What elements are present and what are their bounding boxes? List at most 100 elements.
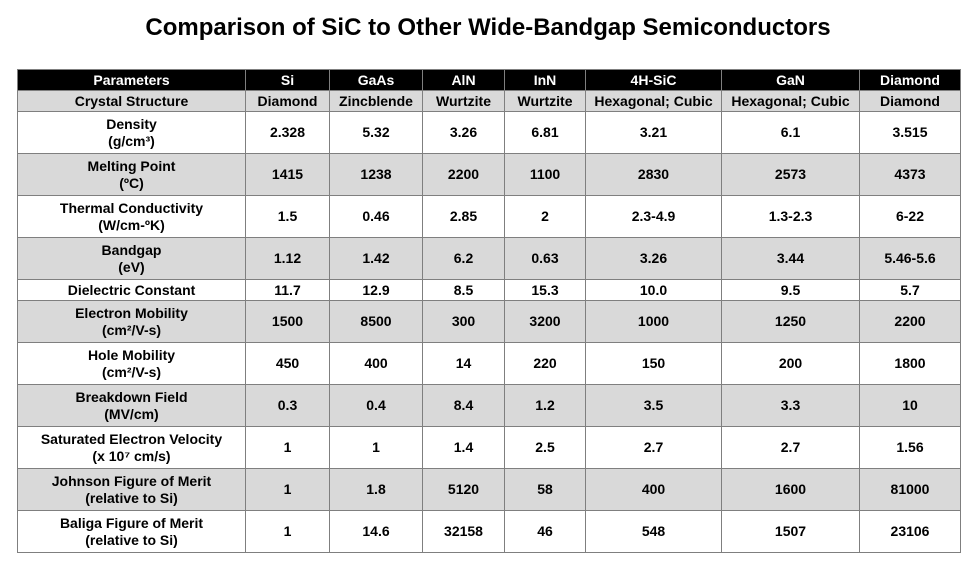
value-cell: Hexagonal; Cubic — [585, 90, 722, 112]
value-cell: 2.85 — [422, 195, 505, 238]
value-cell: 3200 — [504, 300, 586, 343]
table-row: Crystal Structure Diamond Zincblende Wurtzi… — [17, 90, 961, 112]
value-cell: 3.21 — [585, 111, 722, 154]
value-cell: 1.42 — [329, 237, 423, 280]
value-cell: 1.56 — [859, 426, 961, 469]
value-cell: 1.2 — [504, 384, 586, 427]
value-cell: 1.4 — [422, 426, 505, 469]
value-cell: 6.81 — [504, 111, 586, 154]
value-cell: 1000 — [585, 300, 722, 343]
value-cell: Wurtzite — [422, 90, 505, 112]
value-cell: 300 — [422, 300, 505, 343]
header-cell: Diamond — [859, 69, 961, 91]
header-cell: 4H-SiC — [585, 69, 722, 91]
value-cell: 400 — [585, 468, 722, 511]
value-cell: 9.5 — [721, 279, 860, 301]
parameter-name: Baliga Figure of Merit — [59, 514, 204, 531]
value-cell: 46 — [504, 510, 586, 553]
parameter-unit: (cm²/V-s) — [101, 363, 162, 380]
parameter-name: Bandgap — [101, 241, 162, 258]
value-cell: 3.44 — [721, 237, 860, 280]
header-cell: GaN — [721, 69, 860, 91]
value-cell: 3.26 — [585, 237, 722, 280]
table-row: Electron Mobility (cm²/V-s) 1500 8500 300 320… — [17, 300, 961, 343]
table-row: Johnson Figure of Merit (relative to Si) 1… — [17, 468, 961, 511]
value-cell: 1 — [329, 426, 423, 469]
value-cell: 0.3 — [245, 384, 330, 427]
value-cell: 32158 — [422, 510, 505, 553]
parameter-label: Crystal Structure — [17, 90, 246, 112]
parameter-label: Electron Mobility (cm²/V-s) — [17, 300, 246, 343]
table-row: Saturated Electron Velocity (x 10⁷ cm/s) 1… — [17, 426, 961, 469]
value-cell: 10.0 — [585, 279, 722, 301]
table-row: Baliga Figure of Merit (relative to Si) 1 1… — [17, 510, 961, 553]
parameter-label: Saturated Electron Velocity (x 10⁷ cm/s) — [17, 426, 246, 469]
parameter-label: Density (g/cm³) — [17, 111, 246, 154]
value-cell: 2.5 — [504, 426, 586, 469]
value-cell: 1 — [245, 426, 330, 469]
value-cell: Diamond — [245, 90, 330, 112]
parameter-unit: (eV) — [118, 258, 145, 275]
value-cell: 23106 — [859, 510, 961, 553]
value-cell: Hexagonal; Cubic — [721, 90, 860, 112]
value-cell: 1238 — [329, 153, 423, 196]
comparison-table: Parameters Si GaAs AlN InN 4H-SiC GaN Di… — [17, 69, 961, 553]
parameter-unit: (x 10⁷ cm/s) — [92, 447, 171, 464]
page-title: Comparison of SiC to Other Wide-Bandgap … — [145, 14, 831, 41]
value-cell: 548 — [585, 510, 722, 553]
value-cell: 1800 — [859, 342, 961, 385]
value-cell: 8500 — [329, 300, 423, 343]
table-header-row: Parameters Si GaAs AlN InN 4H-SiC GaN Di… — [17, 69, 961, 91]
parameter-name: Electron Mobility — [75, 304, 188, 321]
value-cell: 2.3-4.9 — [585, 195, 722, 238]
value-cell: 1100 — [504, 153, 586, 196]
value-cell: 10 — [859, 384, 961, 427]
value-cell: 1600 — [721, 468, 860, 511]
value-cell: 5.32 — [329, 111, 423, 154]
value-cell: 6.1 — [721, 111, 860, 154]
value-cell: 1.3-2.3 — [721, 195, 860, 238]
value-cell: 1 — [245, 468, 330, 511]
value-cell: 220 — [504, 342, 586, 385]
value-cell: 58 — [504, 468, 586, 511]
value-cell: 0.63 — [504, 237, 586, 280]
value-cell: 2.7 — [721, 426, 860, 469]
parameter-unit: (ºC) — [119, 174, 144, 191]
value-cell: 14 — [422, 342, 505, 385]
value-cell: 2573 — [721, 153, 860, 196]
header-cell: AlN — [422, 69, 505, 91]
value-cell: Diamond — [859, 90, 961, 112]
value-cell: 14.6 — [329, 510, 423, 553]
parameter-label: Hole Mobility (cm²/V-s) — [17, 342, 246, 385]
value-cell: Zincblende — [329, 90, 423, 112]
value-cell: 3.3 — [721, 384, 860, 427]
value-cell: 1500 — [245, 300, 330, 343]
header-cell: Parameters — [17, 69, 246, 91]
value-cell: 450 — [245, 342, 330, 385]
table-row: Bandgap (eV) 1.12 1.42 6.2 0.63 3.26 3.44 5.46-5… — [17, 237, 961, 280]
value-cell: 2.328 — [245, 111, 330, 154]
value-cell: 1415 — [245, 153, 330, 196]
parameter-name: Melting Point — [87, 157, 176, 174]
parameter-unit: (W/cm-ºK) — [98, 216, 165, 233]
parameter-unit: (g/cm³) — [108, 132, 155, 149]
table-row: Melting Point (ºC) 1415 1238 2200 1100 2830 257… — [17, 153, 961, 196]
value-cell: 400 — [329, 342, 423, 385]
value-cell: 1507 — [721, 510, 860, 553]
value-cell: Wurtzite — [504, 90, 586, 112]
value-cell: 2200 — [422, 153, 505, 196]
value-cell: 2830 — [585, 153, 722, 196]
parameter-name: Hole Mobility — [87, 346, 176, 363]
value-cell: 2200 — [859, 300, 961, 343]
comparison-table-container: Parameters Si GaAs AlN InN 4H-SiC GaN Di… — [17, 69, 961, 553]
value-cell: 11.7 — [245, 279, 330, 301]
value-cell: 1250 — [721, 300, 860, 343]
value-cell: 3.5 — [585, 384, 722, 427]
parameter-label: Melting Point (ºC) — [17, 153, 246, 196]
header-cell: GaAs — [329, 69, 423, 91]
table-row: Density (g/cm³) 2.328 5.32 3.26 6.81 3.21 6.1 3.… — [17, 111, 961, 154]
parameter-label: Baliga Figure of Merit (relative to Si) — [17, 510, 246, 553]
value-cell: 0.4 — [329, 384, 423, 427]
value-cell: 6.2 — [422, 237, 505, 280]
parameter-unit: (relative to Si) — [85, 531, 178, 548]
